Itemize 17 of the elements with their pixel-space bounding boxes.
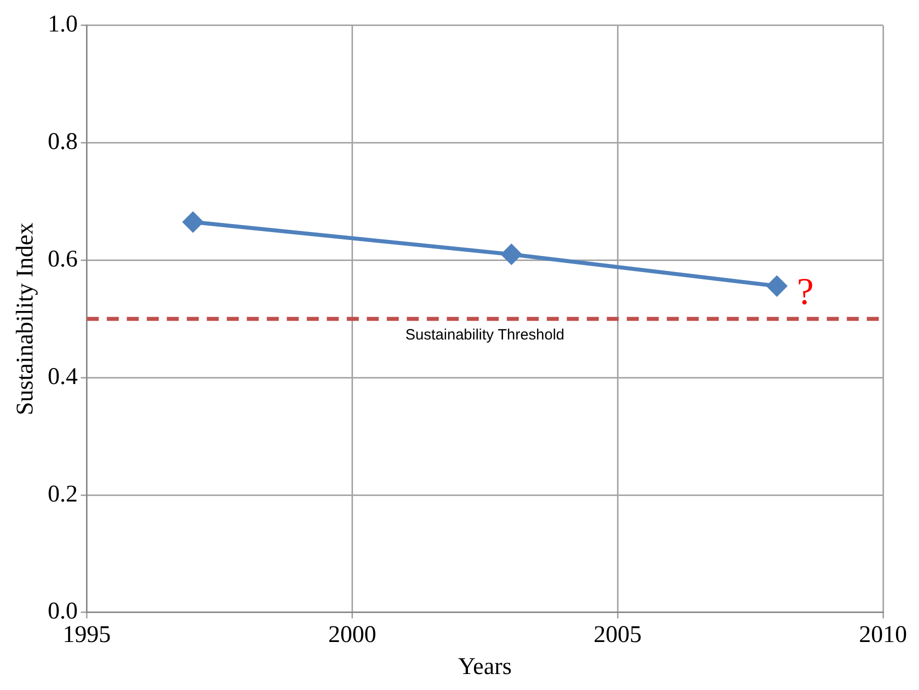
ref-line-label: Sustainability Threshold	[405, 326, 564, 344]
y-tick-label: 0.8	[48, 129, 78, 156]
annotation: ?	[796, 271, 814, 314]
y-tick-label: 0.6	[48, 246, 78, 272]
point	[182, 212, 203, 232]
y-tick-label: 0.2	[48, 481, 78, 508]
point	[766, 276, 787, 296]
y-tick-label: 1.0	[48, 12, 78, 38]
y-tick-label: 0.0	[48, 598, 78, 625]
x-tick-label: 2005	[594, 622, 642, 648]
x-tick-label: 2000	[328, 622, 376, 648]
y-tick-label: 0.4	[48, 364, 78, 390]
point	[501, 244, 522, 264]
y-axis-title: Sustainability Index	[12, 222, 39, 416]
x-tick-label: 1995	[62, 622, 111, 648]
x-tick-label: 2010	[859, 622, 907, 648]
x-axis-title: Years	[458, 654, 512, 680]
